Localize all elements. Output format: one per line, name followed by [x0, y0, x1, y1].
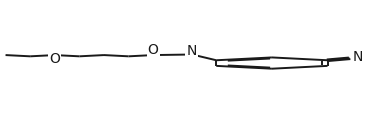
- Text: O: O: [148, 43, 159, 57]
- Text: O: O: [49, 52, 60, 66]
- Text: H: H: [189, 42, 197, 55]
- Text: N: N: [186, 44, 196, 58]
- Text: N: N: [353, 50, 363, 64]
